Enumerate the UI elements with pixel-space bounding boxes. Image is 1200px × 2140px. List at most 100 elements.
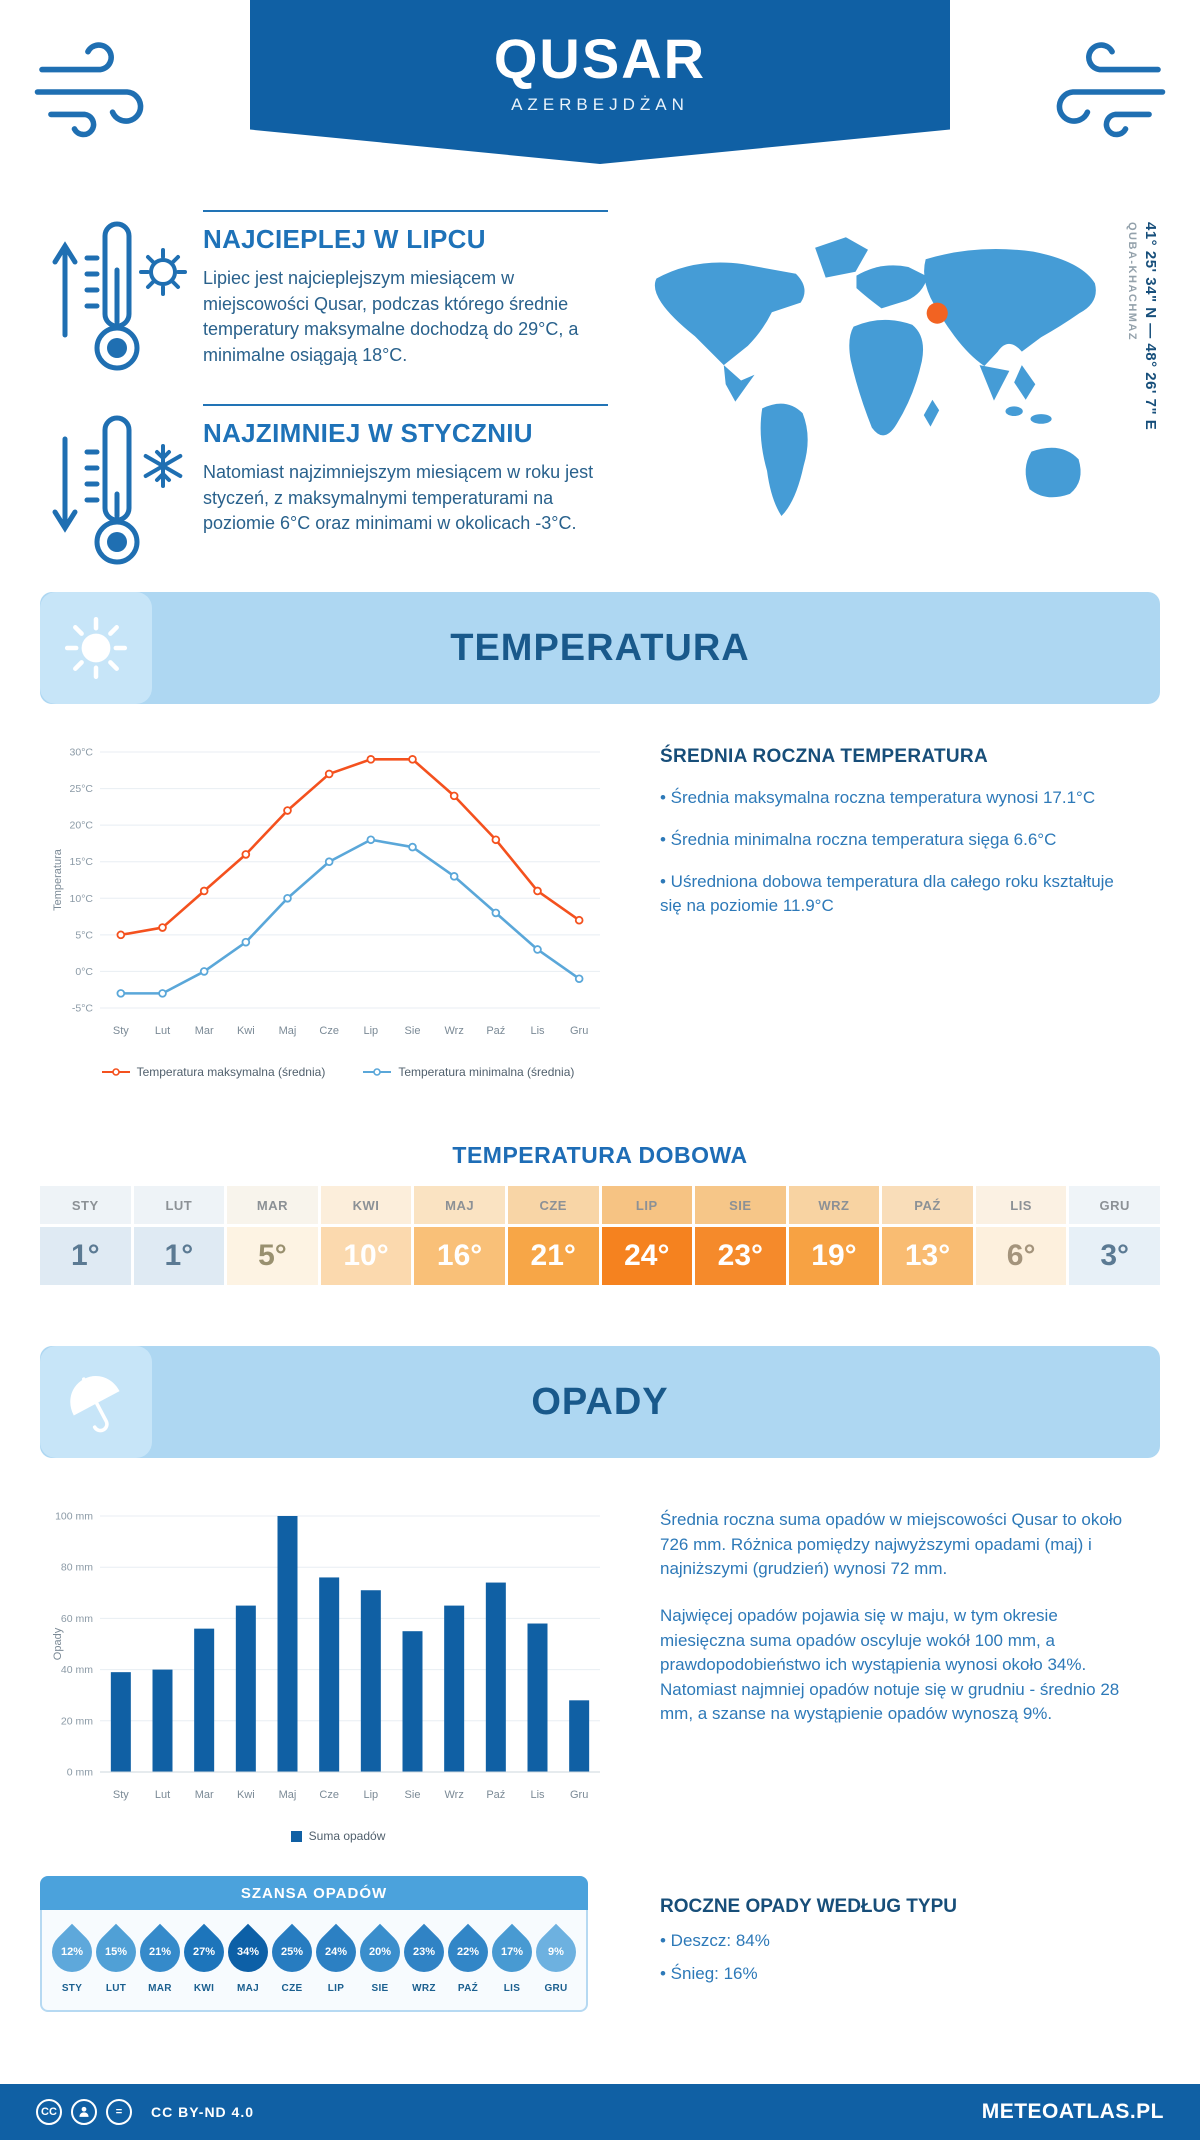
svg-text:60 mm: 60 mm: [61, 1613, 93, 1625]
daily-temp-month: LUT: [133, 1186, 225, 1224]
precip-chance-item: 12% STY: [43, 1923, 101, 1994]
daily-temp-value: 3°: [1069, 1227, 1160, 1285]
svg-text:Paź: Paź: [486, 1025, 505, 1037]
daily-temp-value: 1°: [40, 1227, 131, 1285]
raindrop-icon: 15%: [87, 1923, 145, 1981]
daily-temp-month: MAJ: [414, 1186, 505, 1224]
highlight-coldest: NAJZIMNIEJ W STYCZNIU Natomiast najzimni…: [45, 404, 625, 565]
coordinates-label: 41° 25' 34" N — 48° 26' 7" E: [1142, 222, 1159, 431]
svg-text:Lis: Lis: [530, 1025, 545, 1037]
summary-bullet: • Średnia minimalna roczna temperatura s…: [660, 830, 1057, 850]
daily-temp-value: 13°: [882, 1227, 973, 1285]
precip-chance-item: 27% KWI: [175, 1923, 233, 1994]
svg-text:Opady: Opady: [52, 1627, 64, 1660]
temperature-chart-legend: Temperatura maksymalna (średnia) Temperat…: [48, 1065, 628, 1079]
license-block: CC = CC BY-ND 4.0: [36, 2099, 254, 2125]
type-bullet: • Śnieg: 16%: [660, 1964, 758, 1983]
precip-chance-month: LUT: [105, 1983, 127, 1994]
location-marker: [926, 302, 948, 324]
daily-temp-cell: MAR 5°: [227, 1186, 318, 1285]
daily-temp-value: 23°: [695, 1227, 786, 1285]
svg-text:20°C: 20°C: [70, 820, 94, 832]
raindrop-icon: 12%: [43, 1923, 101, 1981]
temperature-summary-title: ŚREDNIA ROCZNA TEMPERATURA: [660, 746, 988, 767]
thermometer-warm-icon: [45, 210, 195, 385]
sun-icon: [40, 592, 152, 704]
header-banner: QUSAR AZERBEJDŻAN: [250, 0, 950, 164]
precip-chance-item: 17% LIS: [483, 1923, 541, 1994]
svg-text:80 mm: 80 mm: [61, 1562, 93, 1574]
svg-text:25°C: 25°C: [70, 783, 94, 795]
thermometer-cold-icon: [45, 404, 195, 579]
raindrop-icon: 23%: [395, 1923, 453, 1981]
raindrop-icon: 22%: [439, 1923, 497, 1981]
summary-bullet: • Średnia maksymalna roczna temperatura …: [660, 788, 1096, 807]
daily-temp-cell: LIP 24°: [601, 1186, 693, 1285]
daily-temp-month: LIS: [975, 1186, 1067, 1224]
precip-chance-month: GRU: [544, 1983, 568, 1994]
raindrop-icon: 9%: [527, 1923, 585, 1981]
daily-temp-value: 16°: [414, 1227, 505, 1285]
svg-text:Wrz: Wrz: [444, 1789, 463, 1801]
page-subtitle: AZERBEJDŻAN: [511, 95, 689, 114]
snowflake-icon: [143, 444, 183, 488]
daily-temp-cell: STY 1°: [40, 1186, 131, 1285]
daily-temp-month: MAR: [227, 1186, 318, 1224]
precipitation-section-banner: OPADY: [40, 1346, 1160, 1458]
svg-text:10°C: 10°C: [70, 893, 94, 905]
daily-temp-cell: WRZ 19°: [788, 1186, 880, 1285]
daily-temp-month: WRZ: [788, 1186, 880, 1224]
svg-text:Lut: Lut: [155, 1789, 170, 1801]
raindrop-icon: 20%: [351, 1923, 409, 1981]
precipitation-text: Średnia roczna suma opadów w miejscowośc…: [660, 1508, 1138, 1749]
precip-chance-month: WRZ: [412, 1983, 436, 1994]
daily-temp-value: 1°: [133, 1227, 225, 1285]
precip-chance-item: 9% GRU: [527, 1923, 585, 1994]
daily-temperature-table: STY 1° LUT 1° MAR 5° KWI 10° MAJ 16° CZE…: [40, 1186, 1160, 1285]
type-bullet: • Deszcz: 84%: [660, 1931, 770, 1950]
precip-chance-item: 21% MAR: [131, 1923, 189, 1994]
precipitation-paragraph: Najwięcej opadów pojawia się w maju, w t…: [660, 1605, 1120, 1724]
precipitation-section-title: OPADY: [531, 1381, 669, 1423]
daily-temp-value: 5°: [227, 1227, 318, 1285]
daily-temp-cell: GRU 3°: [1069, 1186, 1160, 1285]
svg-text:Sty: Sty: [113, 1025, 129, 1037]
svg-text:100 mm: 100 mm: [55, 1511, 93, 1523]
daily-temp-cell: SIE 23°: [695, 1186, 786, 1285]
precip-chance-item: 15% LUT: [87, 1923, 145, 1994]
precip-chance-item: 24% LIP: [307, 1923, 365, 1994]
precip-chance-panel: SZANSA OPADÓW 12% STY 15% LUT 21% MAR 27…: [40, 1876, 588, 2012]
svg-text:Sie: Sie: [405, 1789, 421, 1801]
daily-temp-month: STY: [40, 1186, 131, 1224]
region-label: QUBA-KHACHMAZ: [1126, 222, 1138, 342]
svg-text:-5°C: -5°C: [72, 1003, 94, 1015]
page-title: QUSAR: [493, 27, 707, 90]
highlight-warmest: NAJCIEPLEJ W LIPCU Lipiec jest najcieple…: [45, 210, 625, 371]
precipitation-paragraph: Średnia roczna suma opadów w miejscowośc…: [660, 1510, 1123, 1579]
svg-text:Lut: Lut: [155, 1025, 170, 1037]
summary-bullet: • Uśredniona dobowa temperatura dla całe…: [660, 872, 1114, 916]
temperature-chart-block: -5°C 0°C 5°C 10°C 15°C 20°C 25°C 30°C Sty Lut Mar K…: [48, 738, 628, 1079]
raindrop-icon: 27%: [175, 1923, 233, 1981]
precip-chance-month: MAJ: [236, 1983, 259, 1994]
precip-chance-item: 23% WRZ: [395, 1923, 453, 1994]
svg-text:Sty: Sty: [113, 1789, 129, 1801]
raindrop-icon: 25%: [263, 1923, 321, 1981]
svg-text:Wrz: Wrz: [444, 1025, 463, 1037]
svg-text:Cze: Cze: [319, 1789, 339, 1801]
svg-text:Lis: Lis: [530, 1789, 545, 1801]
daily-temp-cell: KWI 10°: [320, 1186, 412, 1285]
svg-text:0°C: 0°C: [75, 966, 93, 978]
precip-chance-item: 22% PAŹ: [439, 1923, 497, 1994]
svg-text:15°C: 15°C: [70, 856, 94, 868]
svg-text:Kwi: Kwi: [237, 1025, 255, 1037]
daily-temp-cell: MAJ 16°: [414, 1186, 505, 1285]
daily-temp-month: LIP: [601, 1186, 693, 1224]
precip-chance-item: 20% SIE: [351, 1923, 409, 1994]
highlight-warmest-text: Lipiec jest najcieplejszym miesiącem w m…: [203, 268, 579, 365]
raindrop-icon: 21%: [131, 1923, 189, 1981]
attribution-person-icon: [71, 2099, 97, 2125]
license-label: CC BY-ND 4.0: [151, 2104, 255, 2120]
highlight-coldest-text: Natomiast najzimniejszym miesiącem w rok…: [203, 462, 594, 534]
svg-text:0 mm: 0 mm: [67, 1767, 94, 1779]
